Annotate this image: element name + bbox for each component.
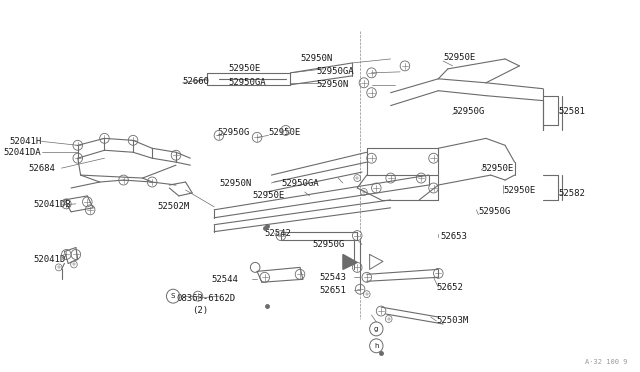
Text: 08363-6162D: 08363-6162D <box>176 294 235 303</box>
Text: 52651: 52651 <box>319 286 346 295</box>
Text: 52950G: 52950G <box>478 207 511 216</box>
Text: 52950GA: 52950GA <box>316 67 354 76</box>
Text: 52950E: 52950E <box>252 192 285 201</box>
Text: g: g <box>374 326 378 332</box>
Text: 52041DA: 52041DA <box>4 148 42 157</box>
Text: S: S <box>171 293 175 299</box>
Text: 52684: 52684 <box>28 164 55 173</box>
Text: 52544: 52544 <box>211 275 238 284</box>
Text: 52950E: 52950E <box>503 186 536 195</box>
Text: 52950GA: 52950GA <box>281 179 319 187</box>
Text: h: h <box>374 343 378 349</box>
Text: 52652: 52652 <box>436 283 463 292</box>
Text: 52950E: 52950E <box>481 164 513 173</box>
Text: 52041DB: 52041DB <box>34 201 72 209</box>
Text: 52950GA: 52950GA <box>228 78 266 87</box>
Text: 52950E: 52950E <box>443 54 476 62</box>
Text: 52950G: 52950G <box>452 107 485 116</box>
Text: 52543: 52543 <box>319 273 346 282</box>
Text: 52660: 52660 <box>182 77 209 86</box>
Text: 52950G: 52950G <box>312 240 345 249</box>
Text: 52582: 52582 <box>559 189 586 198</box>
Text: 52502M: 52502M <box>157 202 189 211</box>
Text: 52950N: 52950N <box>300 54 332 64</box>
Text: 52950N: 52950N <box>316 80 348 89</box>
Text: 52950G: 52950G <box>217 128 249 137</box>
Text: 52653: 52653 <box>440 232 467 241</box>
Text: (2): (2) <box>192 305 209 315</box>
Text: 52950E: 52950E <box>269 128 301 137</box>
Text: 52041D: 52041D <box>34 255 66 264</box>
Text: 52950N: 52950N <box>219 179 251 187</box>
Text: A·32 100 9: A·32 100 9 <box>585 359 627 365</box>
Text: 52503M: 52503M <box>436 317 468 326</box>
Polygon shape <box>343 254 357 269</box>
Text: 52041H: 52041H <box>9 137 42 146</box>
Text: 52581: 52581 <box>559 107 586 116</box>
Text: 52542: 52542 <box>265 229 292 238</box>
Text: 52950E: 52950E <box>228 64 260 73</box>
